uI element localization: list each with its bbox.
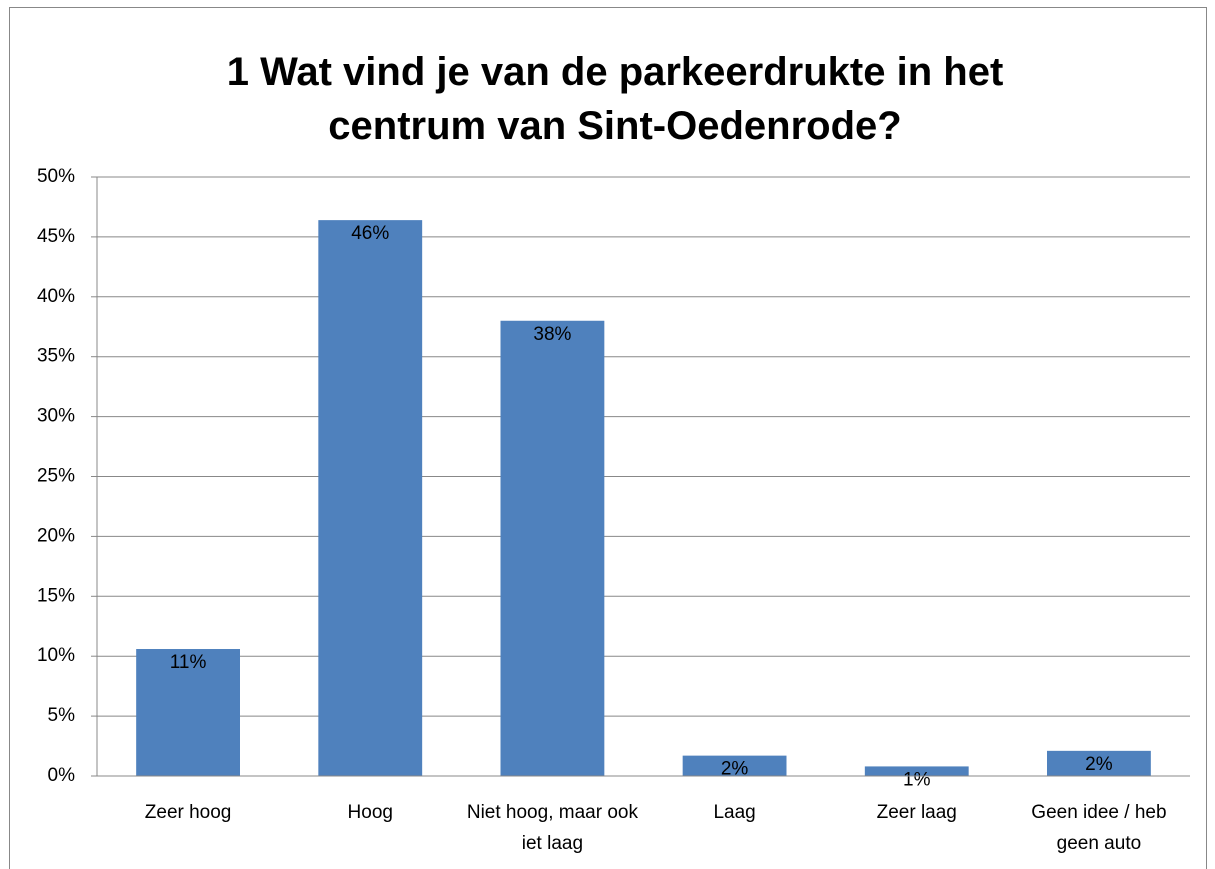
y-tick-label: 50%	[37, 166, 75, 187]
y-tick-label: 30%	[37, 406, 75, 427]
x-tick-label: Geen idee / heb geen auto	[1031, 802, 1167, 854]
chart-title: 1 Wat vind je van de parkeerdrukte in he…	[226, 50, 1004, 148]
x-tick-label: Niet hoog, maar ook iet laag	[466, 802, 638, 854]
chart-border	[9, 7, 1207, 869]
x-tick-label: Hoog	[347, 802, 393, 823]
bar	[1046, 750, 1151, 776]
value-label: 46%	[351, 223, 389, 244]
bar	[500, 320, 605, 776]
value-label: 11%	[170, 652, 207, 673]
y-tick-label: 15%	[37, 585, 75, 606]
value-label: 1%	[903, 769, 931, 790]
y-tick-label: 25%	[37, 466, 75, 487]
x-tick-label: Zeer hoog	[144, 802, 232, 823]
x-tick-label: Zeer laag	[876, 802, 957, 823]
y-tick-label: 10%	[37, 645, 75, 666]
y-tick-label: 0%	[48, 765, 76, 786]
y-tick-label: 35%	[37, 346, 75, 367]
y-tick-label: 20%	[37, 525, 75, 546]
y-tick-label: 45%	[37, 226, 75, 247]
bar	[136, 649, 241, 776]
y-tick-label: 40%	[37, 286, 75, 307]
x-tick-label: Laag	[713, 802, 756, 823]
value-label: 38%	[533, 324, 571, 345]
bar	[682, 755, 787, 776]
value-label: 2%	[1085, 754, 1113, 775]
y-tick-label: 5%	[48, 705, 76, 726]
bar	[864, 766, 969, 776]
bar	[318, 220, 423, 777]
value-label: 2%	[721, 759, 749, 780]
